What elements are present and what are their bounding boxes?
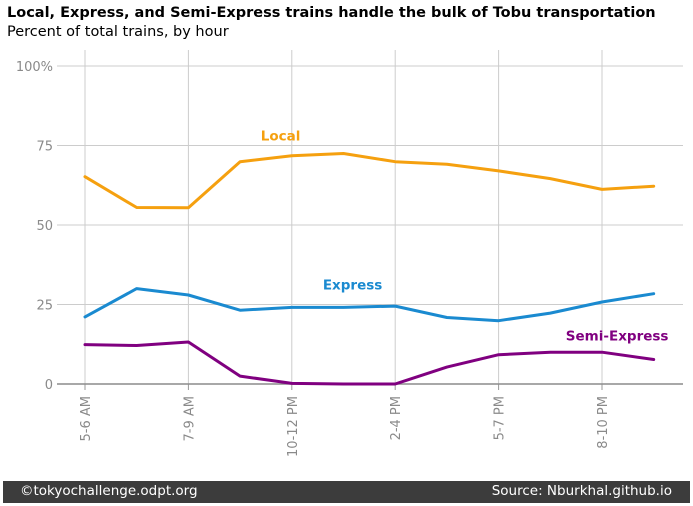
y-tick-label: 100% <box>16 60 53 75</box>
footer-credit: ©tokyochallenge.odpt.org <box>20 483 198 499</box>
series-line-semi-express <box>83 340 656 386</box>
x-tick-label: 8-10 PM <box>596 396 611 449</box>
x-tick-label: 5-7 PM <box>493 396 508 440</box>
series-label-local: Local <box>261 129 301 145</box>
y-tick-label: 0 <box>45 378 53 393</box>
series-label-express: Express <box>323 278 382 294</box>
x-tick-label: 2-4 PM <box>389 396 404 440</box>
x-tick-label: 10-12 PM <box>286 396 301 457</box>
footer-source: Source: Nburkhal.github.io <box>491 483 672 499</box>
series-label-semi-express: Semi-Express <box>566 328 669 344</box>
x-tick-label: 7-9 AM <box>182 396 197 441</box>
line-chart: 0 25 50 75 100% 5-6 AM 7-9 AM 10-12 PM 2-4 PM 5-7… <box>16 50 683 457</box>
chart-subtitle: Percent of total trains, by hour <box>7 24 229 40</box>
y-tick-label: 25 <box>36 299 53 314</box>
footer-bar: ©tokyochallenge.odpt.org Source: Nburkha… <box>3 481 690 503</box>
y-tick-label: 75 <box>36 140 53 155</box>
chart-title: Local, Express, and Semi-Express trains … <box>7 5 656 21</box>
series-line-local <box>83 152 656 210</box>
series-line-express <box>83 287 656 323</box>
y-tick-label: 50 <box>36 219 53 234</box>
x-tick-label: 5-6 AM <box>79 396 94 441</box>
